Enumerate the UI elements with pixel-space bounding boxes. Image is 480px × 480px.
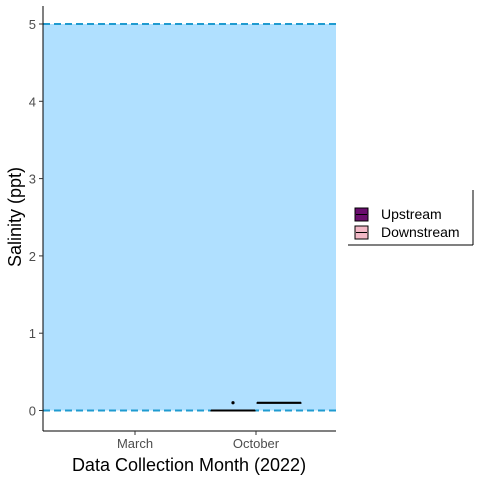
legend-label-downstream: Downstream: [381, 224, 460, 240]
legend: Upstream Downstream: [348, 190, 474, 246]
x-tick-label: October: [233, 436, 280, 451]
y-tick-label: 3: [29, 172, 36, 187]
y-axis-title: Salinity (ppt): [5, 167, 25, 267]
y-tick-label: 4: [29, 94, 36, 109]
y-tick-label: 1: [29, 326, 36, 341]
plot-area: [43, 23, 336, 412]
y-tick-label: 0: [29, 404, 36, 419]
axes: 0 1 2 3 4 5 March October: [29, 6, 336, 451]
outlier-point-upstream: [231, 401, 235, 405]
legend-label-upstream: Upstream: [381, 206, 442, 222]
y-tick-label: 2: [29, 249, 36, 264]
x-axis-title: Data Collection Month (2022): [72, 455, 306, 475]
y-tick-label: 5: [29, 17, 36, 32]
x-tick-label: March: [117, 436, 153, 451]
salinity-range-band: [43, 24, 336, 411]
